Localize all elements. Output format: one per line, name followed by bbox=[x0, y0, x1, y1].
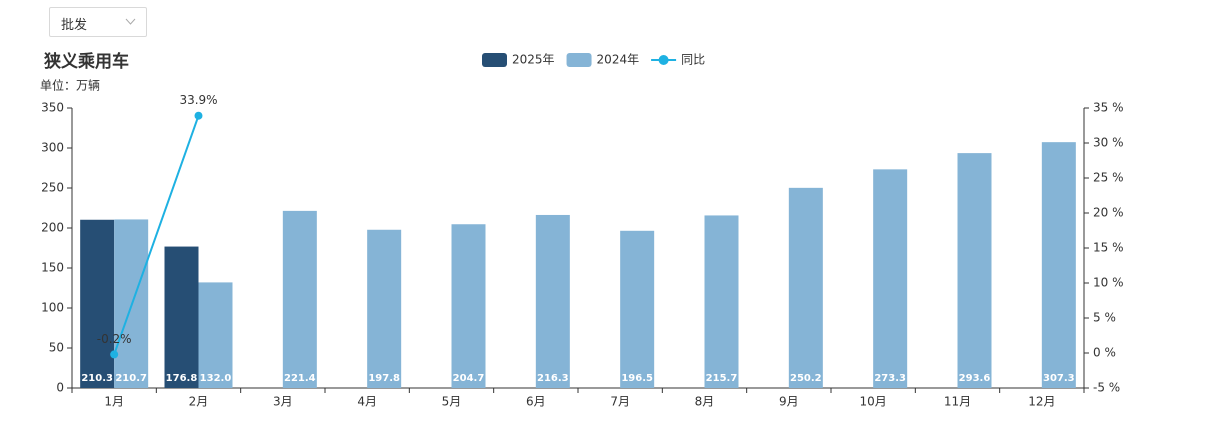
line-point bbox=[194, 111, 203, 120]
chevron bbox=[125, 18, 136, 25]
bar bbox=[80, 219, 115, 388]
x-tick-label: 1月 bbox=[104, 395, 124, 409]
y-tick-label: 100 bbox=[41, 301, 64, 315]
x-tick-label: 8月 bbox=[695, 395, 715, 409]
y2-tick-label: 10 % bbox=[1093, 276, 1124, 290]
bar bbox=[535, 214, 570, 388]
x-tick-label: 7月 bbox=[610, 395, 630, 409]
line-point bbox=[110, 350, 119, 359]
bar-value-label: 250.2 bbox=[790, 373, 822, 384]
x-tick-label: 4月 bbox=[357, 395, 377, 409]
y-tick-label: 300 bbox=[41, 141, 64, 155]
x-tick-label: 9月 bbox=[779, 395, 799, 409]
dropdown-label: 批发 bbox=[61, 18, 88, 33]
bar bbox=[704, 215, 739, 388]
y2-tick-label: 15 % bbox=[1093, 241, 1124, 255]
y-tick-label: 150 bbox=[41, 261, 64, 275]
bar bbox=[164, 246, 199, 388]
legend-label: 2025年 bbox=[512, 53, 555, 67]
line-value-label: -0.2% bbox=[97, 332, 132, 346]
legend-label: 2024年 bbox=[597, 53, 640, 67]
bar-value-label: 307.3 bbox=[1043, 373, 1075, 384]
y2-tick-label: 0 % bbox=[1093, 346, 1116, 360]
line-value-label: 33.9% bbox=[179, 93, 217, 107]
bar bbox=[873, 169, 908, 388]
bar-value-label: 204.7 bbox=[453, 373, 485, 384]
legend-swatch bbox=[658, 55, 669, 65]
x-tick-label: 6月 bbox=[526, 395, 546, 409]
line bbox=[113, 115, 200, 355]
bar-value-label: 293.6 bbox=[959, 373, 991, 384]
bar bbox=[282, 210, 317, 388]
x-tick-label: 12月 bbox=[1028, 395, 1055, 409]
bar-value-label: 210.3 bbox=[81, 373, 113, 384]
chart-title: 狭义乘用车 bbox=[43, 51, 129, 72]
y2-tick-label: 30 % bbox=[1093, 136, 1124, 150]
bar-value-label: 221.4 bbox=[284, 373, 316, 384]
x-tick-label: 2月 bbox=[189, 395, 209, 409]
legend-label: 同比 bbox=[681, 53, 705, 67]
y-tick-label: 250 bbox=[41, 181, 64, 195]
y2-tick-label: 20 % bbox=[1093, 206, 1124, 220]
bar-value-label: 197.8 bbox=[368, 373, 400, 384]
y-tick-label: 50 bbox=[49, 341, 64, 355]
y-tick-label: 350 bbox=[41, 101, 64, 115]
bar bbox=[451, 224, 486, 388]
x-tick-label: 3月 bbox=[273, 395, 293, 409]
bar-value-label: 215.7 bbox=[706, 373, 738, 384]
y-tick-label: 200 bbox=[41, 221, 64, 235]
x-tick-label: 11月 bbox=[944, 395, 971, 409]
legend-swatch bbox=[566, 53, 592, 67]
x-tick-label: 5月 bbox=[442, 395, 462, 409]
y2-tick-label: -5 % bbox=[1093, 381, 1120, 395]
bar-value-label: 210.7 bbox=[115, 373, 147, 384]
bar-value-label: 196.5 bbox=[621, 373, 653, 384]
bar bbox=[957, 153, 992, 388]
dropdown[interactable]: 批发 bbox=[49, 7, 147, 37]
legend-swatch bbox=[482, 53, 507, 67]
bar bbox=[620, 230, 655, 388]
bar-value-label: 176.8 bbox=[166, 373, 198, 384]
bar-value-label: 216.3 bbox=[537, 373, 569, 384]
axis-unit: 单位：万辆 bbox=[40, 78, 100, 93]
bar-value-label: 273.3 bbox=[874, 373, 906, 384]
bar bbox=[367, 229, 402, 388]
bar-value-label: 132.0 bbox=[200, 373, 232, 384]
bar bbox=[788, 187, 823, 388]
bar bbox=[198, 282, 233, 388]
y2-tick-label: 5 % bbox=[1093, 311, 1116, 325]
y-tick-label: 0 bbox=[56, 381, 64, 395]
x-tick-label: 10月 bbox=[860, 395, 887, 409]
y2-tick-label: 25 % bbox=[1093, 171, 1124, 185]
y2-tick-label: 35 % bbox=[1093, 101, 1124, 115]
bar bbox=[1041, 142, 1076, 388]
